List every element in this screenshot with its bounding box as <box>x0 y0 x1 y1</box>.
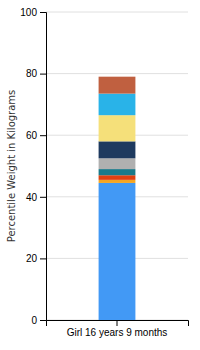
series <box>99 94 136 116</box>
tick-mark <box>117 320 118 326</box>
y-axis-title: Percentile Weight in Kilograms <box>6 90 17 243</box>
tick-mark <box>40 12 46 13</box>
tick: 20 <box>26 253 46 264</box>
series <box>99 115 136 141</box>
tick-mark <box>40 197 46 198</box>
tick: 60 <box>26 130 46 141</box>
axis-line <box>40 13 47 321</box>
bar <box>99 77 136 94</box>
tick-mark <box>40 74 46 75</box>
tick-label: Girl 16 years 9 months <box>67 327 168 338</box>
tick: Girl 16 years 9 months <box>67 320 168 338</box>
tick-mark <box>40 258 46 259</box>
bar <box>99 175 136 180</box>
series <box>99 141 136 158</box>
bar <box>99 180 136 183</box>
tick-mark <box>40 135 46 136</box>
tick-label: 40 <box>26 192 38 203</box>
tick-label: 60 <box>26 130 38 141</box>
series <box>99 183 136 320</box>
grid-line <box>46 73 188 74</box>
tick: 80 <box>26 68 46 79</box>
series <box>99 175 136 180</box>
bar <box>99 169 136 175</box>
series <box>99 77 136 94</box>
series <box>99 180 136 183</box>
x-axis: Girl 16 years 9 months <box>47 320 189 338</box>
bar <box>99 158 136 169</box>
bar <box>99 94 136 116</box>
plot: 0 20 40 60 80 100 Girl 16 years 9 months <box>20 7 188 338</box>
y-axis: 0 20 40 60 80 100 <box>20 7 46 326</box>
series <box>99 169 136 175</box>
tick: 100 <box>20 7 46 18</box>
tick-label: 80 <box>26 68 38 79</box>
grid <box>46 12 188 320</box>
chart: 0 20 40 60 80 100 Girl 16 years 9 months Percen… <box>0 0 200 350</box>
bars <box>99 77 136 320</box>
tick-label: 100 <box>20 7 37 18</box>
bar <box>99 141 136 158</box>
tick-mark <box>40 320 46 321</box>
tick: 0 <box>31 315 46 326</box>
tick-label: 0 <box>31 315 37 326</box>
axis-line <box>47 321 189 327</box>
grid-line <box>46 12 188 13</box>
series <box>99 158 136 169</box>
tick: 40 <box>26 192 46 203</box>
bar <box>99 115 136 141</box>
tick-label: 20 <box>26 253 38 264</box>
bar <box>99 183 136 320</box>
